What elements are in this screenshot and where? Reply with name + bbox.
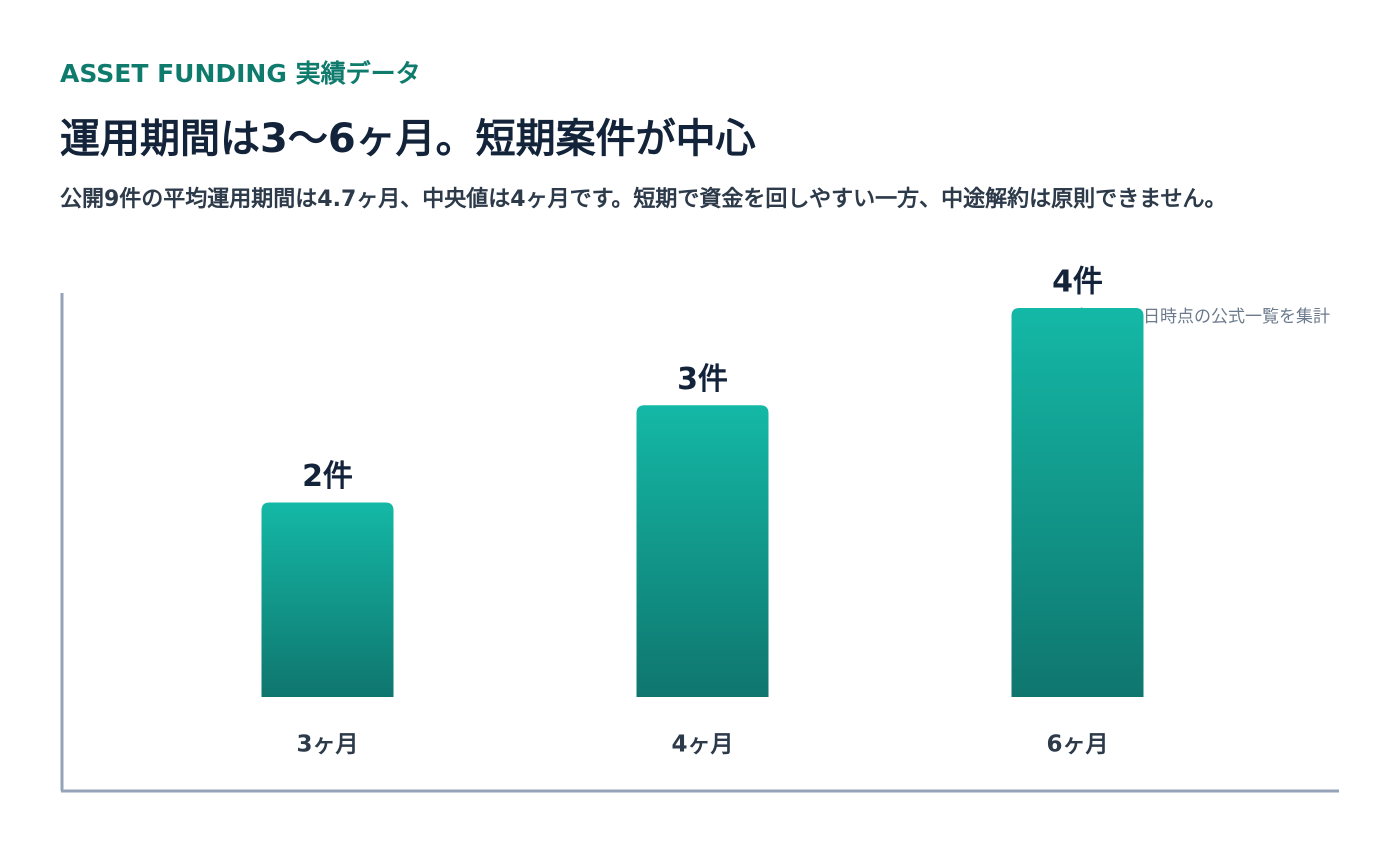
value-label: 4件	[1052, 265, 1103, 300]
bar	[636, 405, 769, 697]
bar	[261, 502, 394, 697]
chart-title: 運用期間は3〜6ヶ月。短期案件が中心	[60, 116, 756, 162]
value-label: 2件	[302, 459, 353, 494]
eyebrow: ASSET FUNDING 実績データ	[60, 59, 421, 88]
x-tick-label: 4ヶ月	[671, 732, 733, 758]
value-label: 3件	[677, 362, 728, 397]
chart-subtitle: 公開9件の平均運用期間は4.7ヶ月、中央値は4ヶ月です。短期で資金を回しやすい一…	[60, 187, 1227, 212]
x-tick-label: 6ヶ月	[1046, 732, 1108, 758]
bar	[1011, 308, 1144, 697]
x-tick-label: 3ヶ月	[296, 732, 358, 758]
